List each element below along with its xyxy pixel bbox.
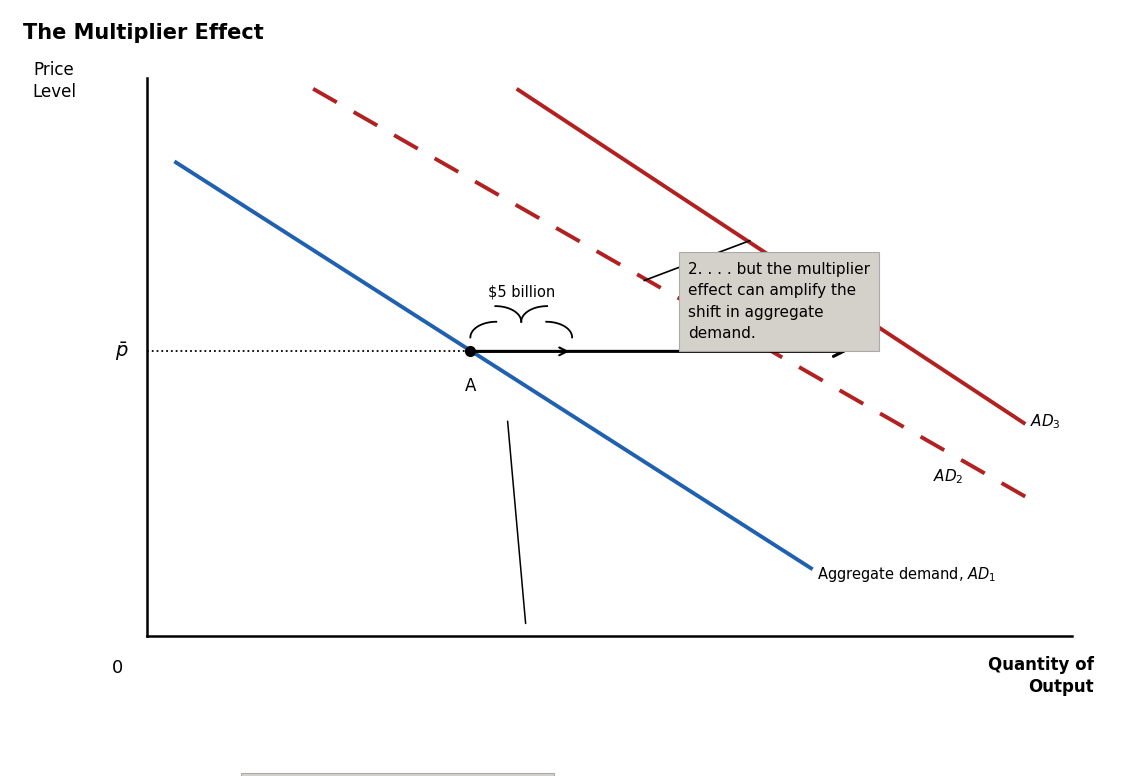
Text: The Multiplier Effect: The Multiplier Effect xyxy=(23,23,263,43)
Text: Price
Level: Price Level xyxy=(32,61,77,101)
Text: 2. . . . but the multiplier
effect can amplify the
shift in aggregate
demand.: 2. . . . but the multiplier effect can a… xyxy=(688,262,870,341)
Text: 0: 0 xyxy=(113,659,124,677)
Text: $\mathit{AD}_3$: $\mathit{AD}_3$ xyxy=(1030,412,1060,431)
Text: $\bar{p}$: $\bar{p}$ xyxy=(115,340,129,363)
Text: Quantity of
Output: Quantity of Output xyxy=(988,656,1094,696)
Text: A: A xyxy=(465,376,476,394)
Text: $5 billion: $5 billion xyxy=(487,285,555,300)
Text: $\mathit{AD}_2$: $\mathit{AD}_2$ xyxy=(933,468,963,487)
Text: Aggregate demand, $\mathit{AD}_1$: Aggregate demand, $\mathit{AD}_1$ xyxy=(817,566,996,584)
